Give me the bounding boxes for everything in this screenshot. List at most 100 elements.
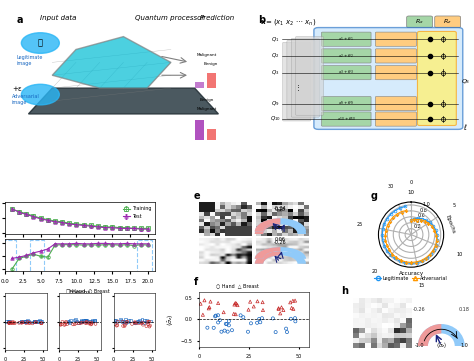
Point (71, 317, 78, 323)
Point (141, 317, 148, 323)
Point (64, 321, 71, 327)
Point (123, 319, 130, 325)
Point (82, 318, 89, 323)
Point (138, 317, 146, 322)
Point (61, 322, 68, 328)
Point (146, 319, 153, 325)
Point (125, 318, 132, 323)
FancyBboxPatch shape (375, 66, 416, 80)
Point (22, 318, 29, 324)
Text: Legitimate
image: Legitimate image (17, 55, 43, 66)
Text: Prediction: Prediction (200, 15, 235, 21)
Point (6, 319, 14, 325)
Point (83, 319, 91, 325)
Point (87, 321, 95, 327)
FancyBboxPatch shape (375, 49, 416, 63)
Text: Quantum processor: Quantum processor (135, 15, 205, 21)
Point (17, 319, 25, 325)
Point (143, 319, 151, 325)
Point (69, 322, 77, 327)
Text: $\mathbf{x} = (x_1\ x_2\ \cdots\ x_n)$: $\mathbf{x} = (x_1\ x_2\ \cdots\ x_n)$ (260, 17, 316, 27)
Point (62, 319, 70, 325)
Text: 10: 10 (408, 190, 415, 195)
Point (144, 319, 151, 325)
Point (111, 317, 119, 323)
Point (121, 322, 129, 328)
Point (77, 319, 84, 325)
Point (15, 320, 23, 326)
Point (88, 319, 95, 325)
Point (79, 320, 86, 326)
Point (37, 321, 45, 326)
Point (143, 323, 150, 329)
Point (135, 321, 143, 326)
Point (81, 318, 89, 324)
Point (37, 320, 45, 326)
Legend: Training, Test: Training, Test (121, 204, 153, 221)
FancyBboxPatch shape (321, 49, 371, 63)
Point (28, 319, 36, 325)
Point (122, 319, 130, 325)
Point (82, 320, 89, 326)
Point (19, 319, 27, 325)
Text: Malignant: Malignant (196, 107, 217, 111)
Point (114, 319, 122, 325)
Text: $Q_S$: $Q_S$ (461, 77, 470, 86)
Text: $x_1+\theta_1$: $x_1+\theta_1$ (338, 35, 354, 43)
Text: g: g (371, 191, 378, 201)
Point (32, 319, 39, 325)
Point (124, 319, 132, 325)
Point (37, 318, 45, 324)
Point (22, 318, 30, 324)
FancyBboxPatch shape (375, 32, 416, 46)
Point (132, 321, 139, 326)
Polygon shape (28, 88, 219, 114)
Point (82, 317, 89, 323)
Point (37, 318, 45, 324)
Point (111, 318, 119, 323)
Point (146, 318, 154, 324)
Point (80, 318, 87, 323)
Legend: Legitimate, Adversarial: Legitimate, Adversarial (372, 274, 450, 283)
FancyBboxPatch shape (321, 112, 371, 126)
FancyBboxPatch shape (321, 32, 371, 46)
Point (78, 318, 85, 324)
Point (30, 319, 38, 325)
Text: b: b (258, 15, 265, 25)
Point (11, 321, 18, 326)
Point (64, 319, 72, 325)
Point (5, 320, 13, 326)
Text: $x_2+\theta_2$: $x_2+\theta_2$ (338, 52, 354, 60)
Point (5, 319, 12, 325)
Point (7, 319, 14, 325)
Point (85, 321, 93, 326)
Point (134, 318, 141, 324)
FancyBboxPatch shape (321, 66, 371, 80)
FancyBboxPatch shape (418, 31, 456, 126)
Point (124, 319, 131, 325)
Point (111, 321, 118, 327)
Point (57, 322, 64, 328)
Point (87, 318, 95, 324)
Text: Accuracy: Accuracy (399, 271, 424, 276)
Point (31, 318, 38, 324)
Point (22, 318, 29, 324)
Point (67, 318, 74, 323)
Point (10, 319, 18, 325)
X-axis label: Epochs: Epochs (69, 290, 91, 295)
Point (87, 322, 95, 327)
Point (58, 321, 66, 327)
Point (16, 319, 23, 325)
Bar (207, 129, 216, 140)
Point (30, 319, 38, 325)
Point (118, 318, 126, 324)
Text: $x_9+\theta_9$: $x_9+\theta_9$ (338, 100, 354, 107)
Point (5, 320, 13, 326)
Point (82, 320, 90, 326)
Point (36, 318, 43, 324)
FancyBboxPatch shape (287, 40, 315, 119)
Point (8, 320, 15, 326)
Point (88, 317, 96, 323)
Bar (207, 73, 216, 88)
Point (29, 321, 36, 326)
